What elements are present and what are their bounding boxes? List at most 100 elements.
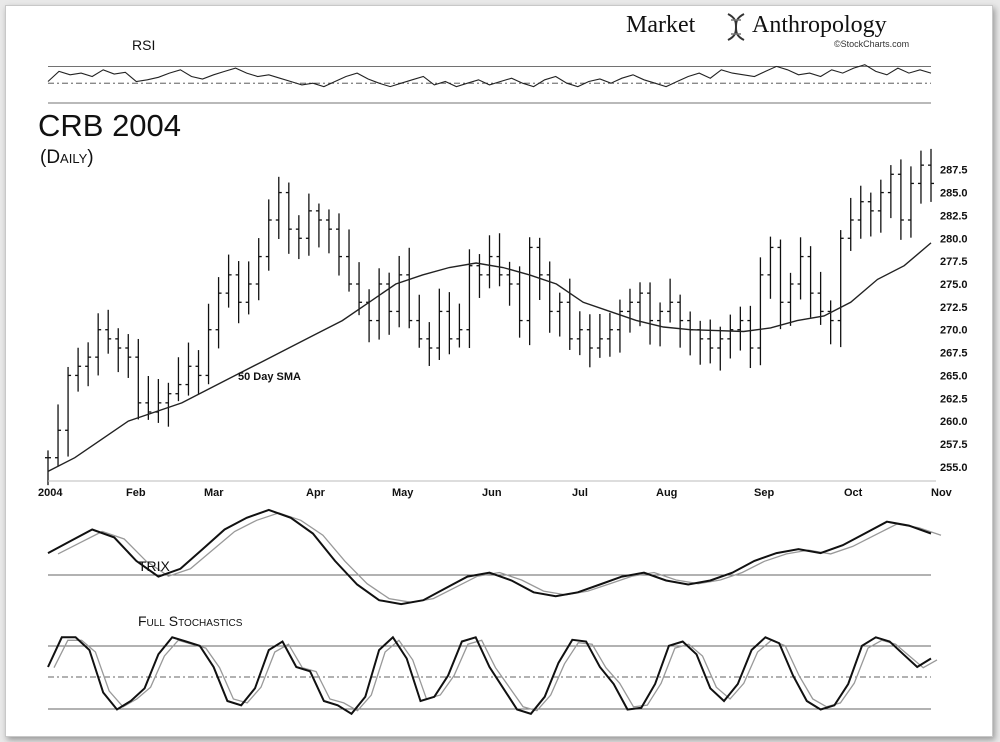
x-tick-label: Aug [656,487,677,499]
price-bar [827,300,834,345]
y-tick-label: 262.5 [940,393,968,405]
price-bar [275,176,282,239]
price-bar [677,294,684,348]
price-bar [95,313,102,376]
price-bar [647,282,654,345]
price-bar [376,268,383,340]
price-bar [807,246,814,318]
y-tick-label: 265.0 [940,370,968,382]
price-bar [606,312,613,357]
price-bar [295,215,302,260]
price-bar [857,185,864,239]
price-bar [335,213,342,276]
price-bar [456,303,463,348]
crb-chart: Market Anthropology ©StockCharts.com CRB… [38,12,968,716]
price-panel [45,148,934,486]
price-bar [536,237,543,300]
price-bar [195,350,202,394]
y-tick-label: 282.5 [940,210,968,222]
price-bar [215,277,222,349]
x-tick-label: Feb [126,487,146,499]
price-bar [877,179,884,233]
price-bar [305,193,312,256]
trix-line [47,508,932,606]
price-bar [255,238,262,301]
price-bar [928,148,934,202]
price-bar [616,299,623,353]
y-tick-label: 275.0 [940,279,968,291]
x-tick-label: May [392,487,414,499]
y-tick-label: 260.0 [940,416,968,428]
price-bar [55,404,62,467]
sma-label: 50 Day SMA [238,371,301,383]
price-bar [867,192,874,237]
price-bar [416,294,423,348]
brand-name-right: Anthropology [752,12,887,38]
price-bar [787,272,794,326]
price-bar [366,289,373,343]
price-bar [917,150,924,204]
price-bar [626,288,633,333]
price-bar [396,255,403,328]
price-bar [386,272,393,335]
price-bar [115,328,122,373]
price-bar [777,239,784,330]
price-bar [907,166,914,238]
price-bar [155,379,162,423]
price-bar [707,319,714,364]
price-bar [75,347,82,392]
price-bar [687,311,694,356]
price-bar [426,322,433,366]
chart-frame: Market Anthropology ©StockCharts.com CRB… [5,5,993,737]
chart-subtitle: (Daily) [40,147,94,168]
dna-helix-icon [727,13,745,41]
rsi-panel [47,64,932,104]
price-bar [526,237,533,346]
brand-credit: ©StockCharts.com [834,39,909,49]
price-bar [516,266,523,338]
price-bar [315,203,322,248]
price-bar [165,382,172,427]
brand-logo: Market Anthropology ©StockCharts.com [626,12,909,49]
rsi-label: RSI [132,37,155,53]
price-bar [747,305,754,369]
price-bar [837,230,844,348]
y-tick-label: 277.5 [940,256,968,268]
price-bar [546,261,553,333]
price-bar [446,292,453,355]
price-bar [205,303,212,385]
x-tick-label: Mar [204,487,224,499]
trix-label: TRIX [138,558,171,574]
price-bar [105,309,112,354]
price-bar [566,278,573,350]
x-tick-label: 2004 [38,487,63,499]
price-bar [697,320,704,365]
sma-line [47,242,932,473]
price-bar [576,311,583,356]
y-tick-label: 270.0 [940,325,968,337]
price-bar [406,247,413,329]
price-y-axis: 287.5 285.0 282.5 280.0 277.5 275.0 272.5 270.0… [48,165,968,482]
stochastics-label: Full Stochastics [138,613,243,629]
price-bar [185,342,192,396]
stochastics-panel [47,635,938,716]
trix-panel [47,508,942,606]
price-bar [245,261,252,315]
price-bar [285,182,292,254]
price-bar [65,366,72,457]
price-bar [225,254,232,308]
y-tick-label: 280.0 [940,233,968,245]
price-bar [657,302,664,347]
price-bar [346,229,353,292]
price-bar [356,262,363,316]
price-bar [496,233,503,287]
price-bar [85,342,92,387]
price-bar [897,159,904,240]
price-bar [145,376,152,420]
price-bar [135,338,142,420]
x-tick-label: Jul [572,487,588,499]
x-tick-label: Nov [931,487,953,499]
y-tick-label: 267.5 [940,348,968,360]
brand-name-left: Market [626,12,696,38]
price-bar [667,278,674,323]
